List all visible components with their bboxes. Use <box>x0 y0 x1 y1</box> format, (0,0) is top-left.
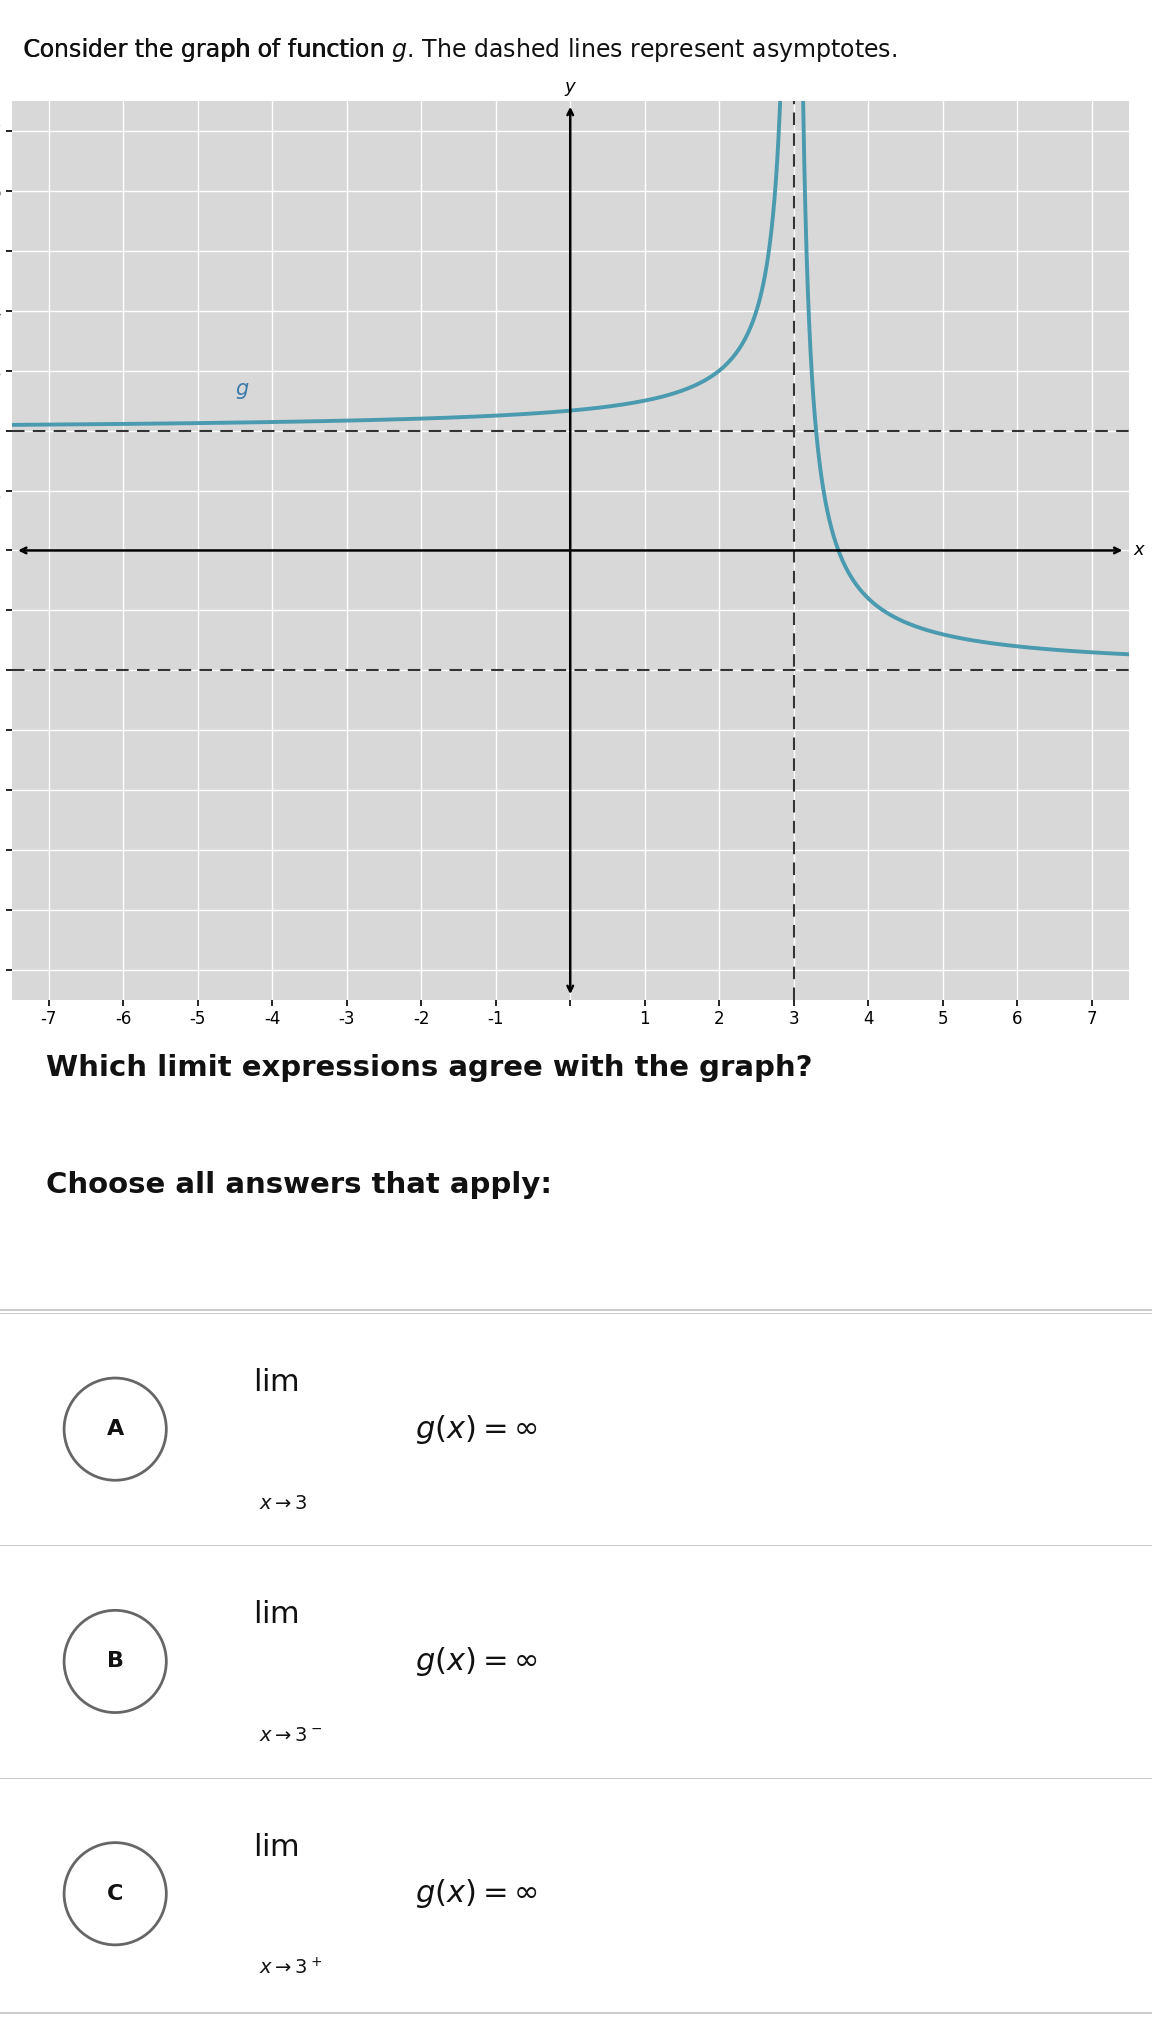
Text: A: A <box>107 1420 123 1438</box>
Text: $x$: $x$ <box>1132 541 1146 560</box>
Text: Which limit expressions agree with the graph?: Which limit expressions agree with the g… <box>46 1054 812 1083</box>
Text: Choose all answers that apply:: Choose all answers that apply: <box>46 1172 552 1200</box>
Text: $g(x) = \infty$: $g(x) = \infty$ <box>415 1877 538 1911</box>
Text: $\lim$: $\lim$ <box>253 1600 300 1630</box>
Text: $x\to 3$: $x\to 3$ <box>259 1495 308 1513</box>
Text: Consider the graph of function: Consider the graph of function <box>23 38 392 63</box>
Text: $\lim$: $\lim$ <box>253 1368 300 1398</box>
Text: B: B <box>107 1652 123 1671</box>
Text: $\lim$: $\lim$ <box>253 1832 300 1862</box>
Text: C: C <box>107 1885 123 1903</box>
Text: $x\to 3^+$: $x\to 3^+$ <box>259 1957 323 1980</box>
Text: $g(x) = \infty$: $g(x) = \infty$ <box>415 1644 538 1679</box>
Text: Consider the graph of function $g$. The dashed lines represent asymptotes.: Consider the graph of function $g$. The … <box>23 36 897 65</box>
Text: $x\to 3^-$: $x\to 3^-$ <box>259 1727 323 1745</box>
Text: $y$: $y$ <box>563 81 577 99</box>
Text: $g$: $g$ <box>235 380 250 400</box>
Text: $g(x) = \infty$: $g(x) = \infty$ <box>415 1412 538 1446</box>
